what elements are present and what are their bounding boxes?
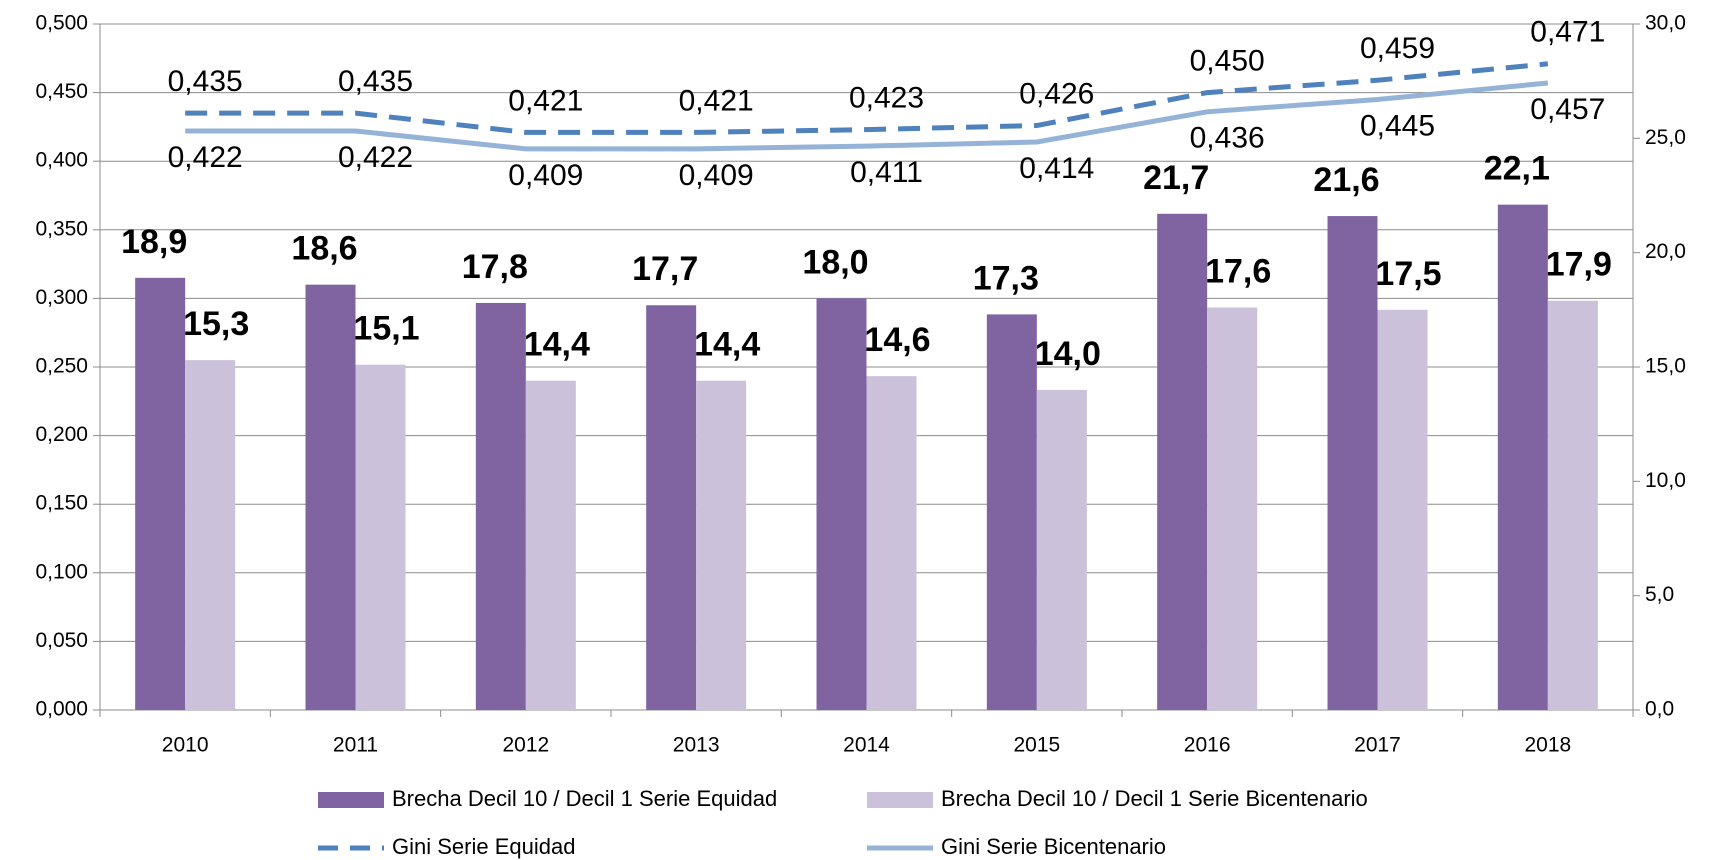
bar-value-label: 14,4 (524, 326, 590, 364)
line-value-label: 0,409 (679, 159, 754, 192)
y2-tick-label: 25,0 (1645, 126, 1686, 149)
y-tick-label: 0,000 (35, 698, 88, 721)
bar (696, 380, 747, 710)
x-tick-label: 2017 (1354, 734, 1401, 757)
line-value-label: 0,450 (1190, 45, 1265, 78)
bar-value-label: 17,3 (973, 259, 1039, 297)
bar (1497, 204, 1548, 710)
bar (1036, 389, 1087, 710)
bar-value-label: 22,1 (1484, 150, 1550, 188)
bar (866, 376, 917, 710)
bar-value-label: 17,5 (1375, 255, 1441, 293)
x-tick-label: 2010 (162, 734, 209, 757)
line (185, 61, 1549, 135)
line-value-label: 0,422 (338, 141, 413, 174)
x-tick-label: 2015 (1013, 734, 1060, 757)
line-value-label: 0,421 (508, 84, 583, 117)
bar-value-label: 18,9 (121, 223, 187, 261)
x-tick-label: 2014 (843, 734, 890, 757)
y2-tick-label: 5,0 (1645, 583, 1674, 606)
y-tick-label: 0,250 (35, 355, 88, 378)
y-tick-label: 0,350 (35, 217, 88, 240)
line-value-label: 0,459 (1360, 32, 1435, 65)
bar (1207, 307, 1258, 710)
y-tick-label: 0,200 (35, 423, 88, 446)
y-tick-label: 0,050 (35, 629, 88, 652)
bar (1377, 309, 1428, 710)
bar (1327, 216, 1378, 710)
bar-value-label: 17,7 (632, 250, 698, 288)
line-value-label: 0,426 (1019, 77, 1094, 110)
line-value-label: 0,436 (1190, 122, 1265, 155)
bar (305, 284, 356, 710)
bar (646, 305, 697, 710)
bar-value-label: 15,1 (353, 310, 419, 348)
x-tick-label: 2018 (1524, 734, 1571, 757)
legend-swatch (318, 792, 384, 808)
bar-value-label: 21,7 (1143, 159, 1209, 197)
line-value-label: 0,423 (849, 82, 924, 115)
y2-tick-label: 20,0 (1645, 240, 1686, 263)
bar (185, 360, 236, 710)
y2-tick-label: 30,0 (1645, 12, 1686, 35)
bar (1547, 300, 1598, 710)
y-tick-label: 0,450 (35, 80, 88, 103)
line-value-label: 0,414 (1019, 152, 1094, 185)
bar (986, 314, 1037, 710)
y-tick-label: 0,500 (35, 12, 88, 35)
bar (475, 302, 526, 710)
line-value-label: 0,435 (168, 65, 243, 98)
bar-value-label: 17,6 (1205, 253, 1271, 291)
line (185, 80, 1549, 152)
legend-swatch (867, 792, 933, 808)
bar-value-label: 14,0 (1035, 335, 1101, 373)
bar-value-label: 15,3 (183, 305, 249, 343)
bar-value-label: 18,0 (802, 243, 868, 281)
line-value-label: 0,421 (679, 84, 754, 117)
legend-label: Gini Serie Equidad (392, 834, 575, 859)
line-value-label: 0,422 (168, 141, 243, 174)
line-value-label: 0,409 (508, 159, 583, 192)
y2-tick-label: 15,0 (1645, 355, 1686, 378)
x-tick-label: 2016 (1184, 734, 1231, 757)
bar-value-label: 18,6 (291, 230, 357, 268)
bar (355, 364, 406, 710)
x-tick-label: 2011 (333, 734, 378, 757)
bar-value-label: 14,4 (694, 326, 760, 364)
line-value-label: 0,435 (338, 65, 413, 98)
y-tick-label: 0,300 (35, 286, 88, 309)
bar (525, 380, 576, 710)
x-tick-label: 2012 (502, 734, 549, 757)
y-tick-label: 0,400 (35, 149, 88, 172)
y-tick-label: 0,150 (35, 492, 88, 515)
x-tick-label: 2013 (673, 734, 720, 757)
line-value-label: 0,411 (850, 156, 923, 189)
bar (135, 277, 186, 710)
line-value-label: 0,457 (1530, 93, 1605, 126)
bar-value-label: 17,8 (462, 248, 528, 286)
line-value-label: 0,445 (1360, 109, 1435, 142)
bar-value-label: 21,6 (1313, 161, 1379, 199)
y2-tick-label: 10,0 (1645, 469, 1686, 492)
legend-label: Brecha Decil 10 / Decil 1 Serie Bicenten… (941, 786, 1368, 811)
y-tick-label: 0,100 (35, 560, 88, 583)
bar-value-label: 14,6 (864, 321, 930, 359)
legend-label: Brecha Decil 10 / Decil 1 Serie Equidad (392, 786, 777, 811)
legend-label: Gini Serie Bicentenario (941, 834, 1166, 859)
bar (1157, 213, 1208, 710)
line-value-label: 0,471 (1530, 16, 1605, 49)
bar-value-label: 17,9 (1546, 246, 1612, 284)
bar (816, 298, 867, 710)
y2-tick-label: 0,0 (1645, 698, 1674, 721)
